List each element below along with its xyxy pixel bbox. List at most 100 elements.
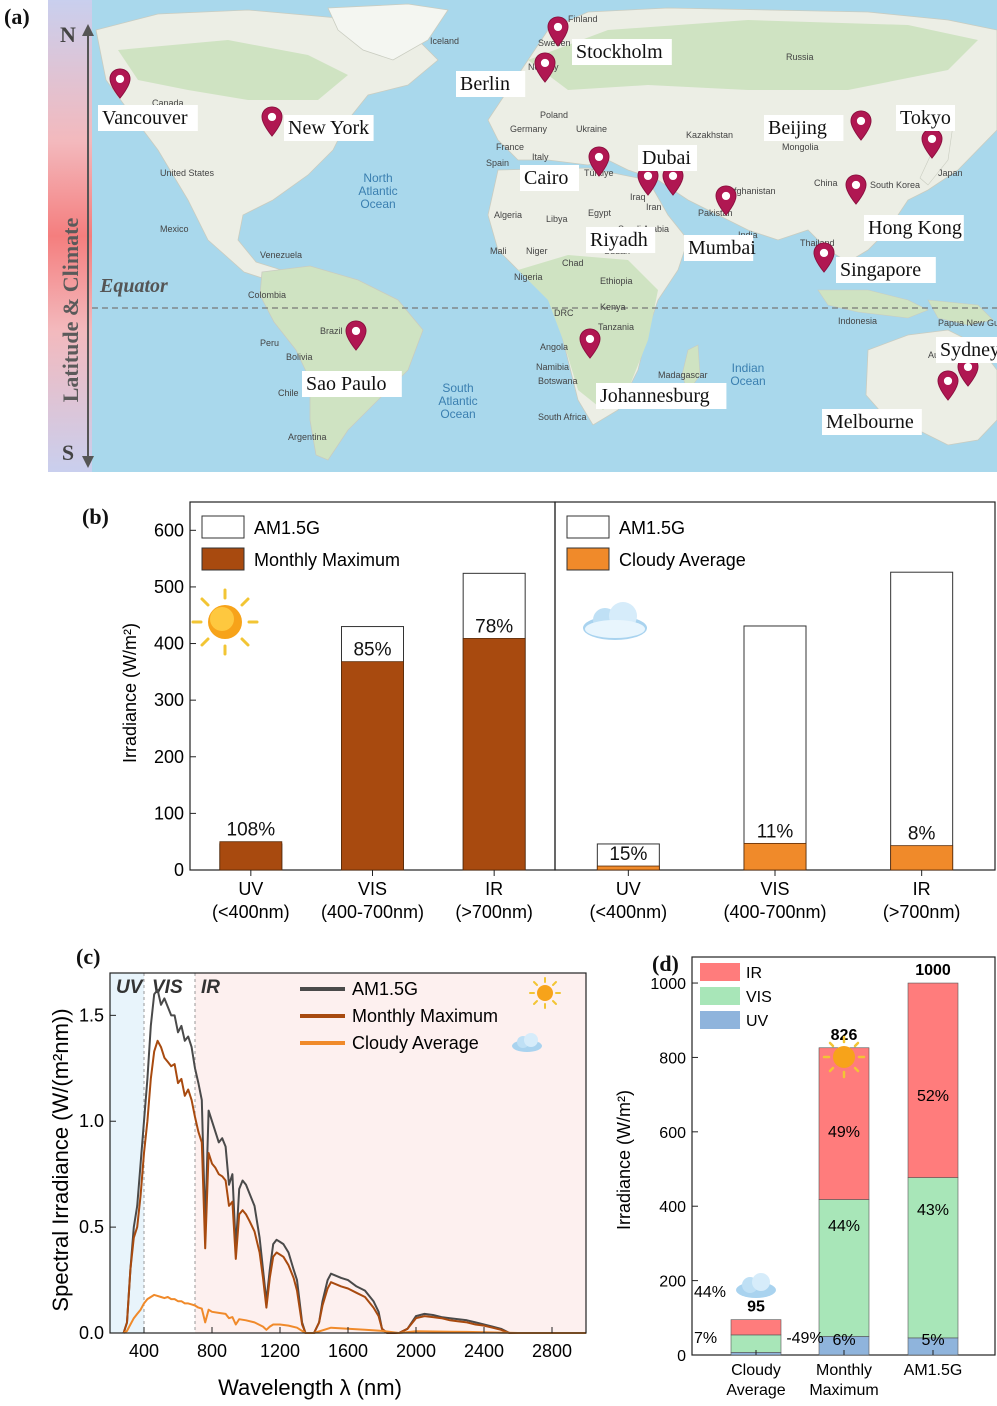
place-label: Chad	[562, 258, 584, 268]
city-label-bg	[586, 227, 656, 253]
place-label: China	[814, 178, 838, 188]
city-label: Vancouver	[102, 107, 188, 129]
place-label: Venezuela	[260, 250, 302, 260]
sun-icon	[191, 588, 259, 656]
chart-b-ylabel: Irradiance (W/m²)	[120, 623, 140, 763]
x-tick-label: UV	[238, 879, 263, 899]
place-label: South Africa	[538, 412, 587, 422]
city-label-bg	[896, 105, 955, 131]
sun-icon-small	[529, 977, 561, 1009]
city-label-bg	[836, 257, 936, 283]
place-label: Bolivia	[286, 352, 313, 362]
region-label: VIS	[152, 977, 183, 998]
ocean-label: Atlantic	[358, 184, 397, 198]
y-tick-label: 300	[154, 690, 184, 710]
place-label: Brazil	[320, 326, 343, 336]
x-tick-label: 2400	[464, 1341, 504, 1361]
ocean-label: Ocean	[440, 407, 475, 421]
latitude-bar	[48, 0, 92, 472]
city-label-bg	[864, 215, 964, 241]
series-line	[123, 1293, 586, 1334]
x-tick-label: (<400nm)	[212, 902, 290, 922]
place-label: Colombia	[248, 290, 286, 300]
y-tick-label: 600	[659, 1125, 686, 1142]
city-label-bg	[638, 145, 697, 171]
stack-segment-ir	[907, 982, 959, 1178]
y-tick-label: 200	[659, 1274, 686, 1291]
bar-percent-label: 15%	[609, 844, 647, 865]
latitude-climate-label: Latitude & Climate	[58, 218, 83, 403]
city-label: Singapore	[840, 259, 921, 281]
legend-swatch	[700, 987, 740, 1005]
y-tick-label: 0	[174, 860, 184, 880]
legend-label: Monthly Maximum	[352, 1006, 498, 1026]
place-label: Russia	[786, 52, 814, 62]
place-label: Afghanistan	[728, 186, 776, 196]
y-tick-label: 1.5	[79, 1005, 104, 1025]
x-tick-label: 800	[197, 1341, 227, 1361]
city-label: Cairo	[524, 167, 568, 189]
place-label: Kazakhstan	[686, 130, 733, 140]
stack-segment-ir	[730, 1319, 782, 1336]
x-tick-label: Monthly	[816, 1362, 872, 1379]
region-ir	[195, 973, 586, 1333]
stack-segment-vis	[818, 1199, 870, 1337]
city-label: Beijing	[768, 117, 827, 139]
cloud-icon	[583, 602, 647, 640]
cloud-icon-small	[512, 1033, 542, 1052]
segment-percent-label: 5%	[921, 1332, 944, 1349]
x-tick-label: (>700nm)	[455, 902, 533, 922]
legend-swatch	[566, 547, 610, 571]
city-label: Stockholm	[576, 41, 663, 63]
legend-label: Monthly Maximum	[254, 550, 400, 570]
city-label: Hong Kong	[868, 217, 962, 239]
city-label-bg	[302, 371, 402, 397]
city-label-bg	[98, 105, 198, 131]
stack-segment-vis	[730, 1334, 782, 1353]
x-tick-label: VIS	[760, 879, 789, 899]
legend-label: IR	[746, 965, 762, 982]
place-label: Canada	[152, 98, 184, 108]
land-south-america	[259, 265, 424, 461]
place-label: Algeria	[494, 210, 522, 220]
x-tick-label: Average	[726, 1382, 785, 1399]
legend-swatch	[201, 547, 245, 571]
cloud-icon-d	[736, 1273, 776, 1298]
legend-label: Cloudy Average	[619, 550, 746, 570]
x-tick-label: (400-700nm)	[723, 902, 826, 922]
segment-percent-label: 44%	[694, 1284, 726, 1301]
x-tick-label: IR	[485, 879, 503, 899]
region-label: IR	[201, 977, 220, 998]
chart-c: UV VIS IR 400 800 1200 1600 2000 2400 2800 0.0 0.5…	[48, 972, 587, 1400]
city-label-bg	[684, 235, 754, 261]
legend-swatch	[700, 963, 740, 981]
segment-percent-label: -49%	[786, 1330, 823, 1347]
y-tick-label: 100	[154, 803, 184, 823]
y-tick-label: 1.0	[79, 1111, 104, 1131]
legend-swatch	[566, 515, 610, 539]
city-label-bg	[596, 383, 727, 409]
place-label: Angola	[540, 342, 568, 352]
place-label: Iraq	[630, 192, 646, 202]
bar-total-label: 1000	[915, 962, 951, 979]
y-tick-label: 800	[659, 1050, 686, 1067]
place-label: Egypt	[588, 208, 612, 218]
ocean-label: Indian	[732, 361, 765, 375]
place-label: Finland	[568, 14, 598, 24]
bar-monthly-maximum	[341, 661, 404, 871]
segment-percent-label: 52%	[917, 1088, 949, 1105]
place-label: Niger	[526, 246, 548, 256]
series-line	[122, 988, 586, 1334]
bar-percent-label: 8%	[908, 824, 936, 845]
legend-label: AM1.5G	[619, 518, 685, 538]
panel-c-letter: (c)	[76, 944, 101, 969]
segment-percent-label: 7%	[694, 1330, 717, 1347]
place-label: Pakistan	[698, 208, 733, 218]
segment-percent-label: 44%	[828, 1218, 860, 1235]
x-tick-label: (>700nm)	[883, 902, 961, 922]
chart-c-xlabel: Wavelength λ (nm)	[218, 1375, 402, 1400]
chart-c-ylabel: Spectral Irradiance (W/(m²nm))	[48, 1008, 73, 1311]
land-new-guinea	[927, 299, 994, 326]
place-label: Spain	[486, 158, 509, 168]
city-label-bg	[936, 337, 997, 363]
